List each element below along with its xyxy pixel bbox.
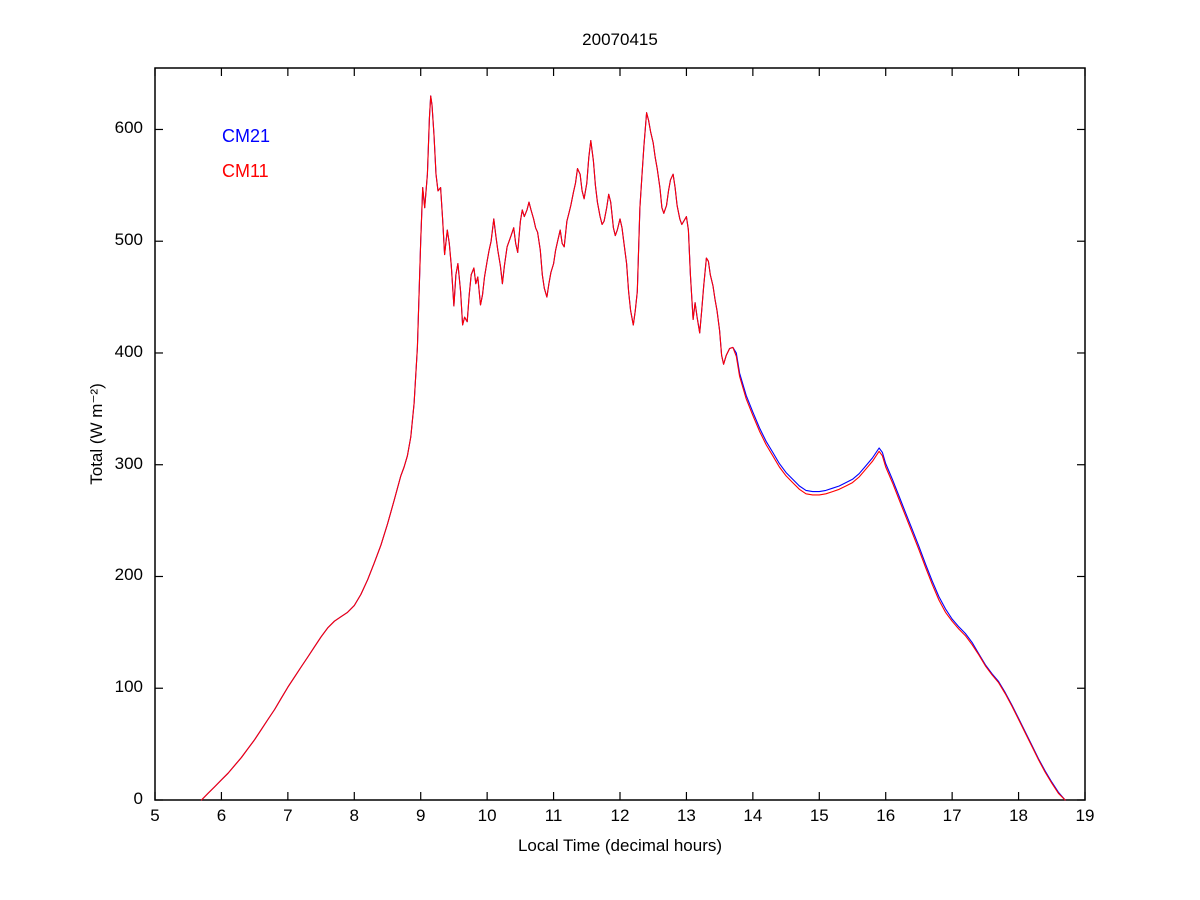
- x-tick-label: 14: [743, 806, 763, 825]
- x-tick-label: 9: [415, 806, 426, 825]
- series-cm21: [200, 95, 1066, 801]
- y-tick-label: 400: [114, 341, 143, 361]
- x-tick-label: 15: [809, 806, 829, 825]
- x-tick-label: 5: [150, 806, 160, 825]
- x-tick-label: 19: [1075, 806, 1095, 825]
- x-tick-label: 12: [610, 806, 630, 825]
- y-tick-label: 200: [114, 565, 143, 585]
- x-tick-label: 16: [876, 806, 896, 825]
- x-tick-label: 6: [216, 806, 227, 825]
- x-tick-label: 10: [477, 806, 497, 825]
- y-tick-label: 100: [114, 677, 143, 697]
- x-tick-label: 18: [1009, 806, 1029, 825]
- x-tick-label: 7: [283, 806, 293, 825]
- x-tick-label: 11: [544, 806, 563, 825]
- y-tick-label: 300: [114, 453, 143, 473]
- x-tick-label: 17: [942, 806, 962, 825]
- x-tick-label: 13: [676, 806, 696, 825]
- x-axis-label: Local Time (decimal hours): [517, 836, 723, 855]
- y-tick-label: 600: [114, 118, 143, 138]
- y-tick-label: 0: [133, 789, 143, 808]
- legend-label-cm21: CM21: [222, 126, 271, 146]
- x-tick-label: 8: [349, 806, 360, 825]
- series-cm11: [200, 95, 1066, 801]
- chart-title: 20070415: [582, 30, 658, 49]
- legend-label-cm11: CM11: [222, 161, 269, 181]
- y-tick-label: 500: [114, 230, 143, 250]
